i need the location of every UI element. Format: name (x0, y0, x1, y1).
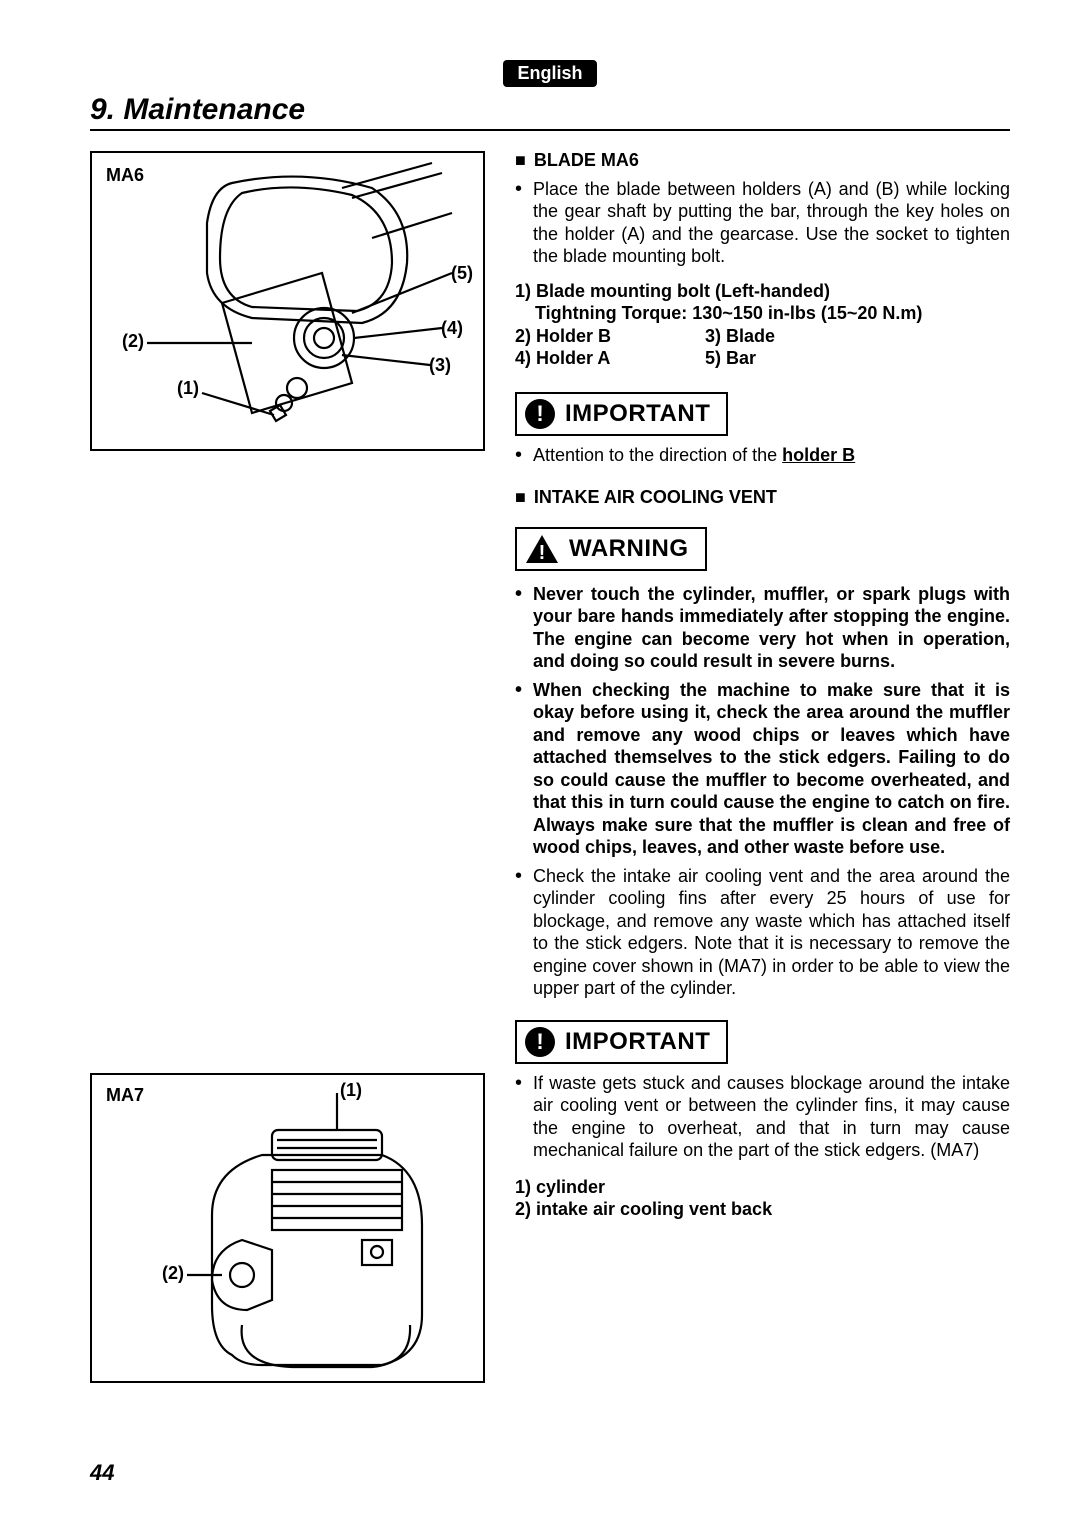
language-badge: English (503, 60, 596, 87)
ma6-callout-1: (1) (177, 378, 199, 399)
ma6-callout-3: (3) (429, 355, 451, 376)
label-intake-vent: 2) intake air cooling vent back (515, 1198, 1010, 1221)
part-1: 1) Blade mounting bolt (Left-handed) (515, 280, 1010, 303)
important-label-1: IMPORTANT (565, 399, 710, 429)
part-3b: 5) Bar (705, 347, 756, 370)
ma6-callout-2: (2) (122, 331, 144, 352)
warning-triangle-icon: ! (525, 534, 559, 564)
warning-label: WARNING (569, 534, 689, 564)
warn-2: When checking the machine to make sure t… (515, 679, 1010, 859)
part-3a: 4) Holder A (515, 347, 705, 370)
page-number: 44 (90, 1460, 114, 1486)
figure-ma6: MA6 (90, 151, 485, 451)
exclamation-icon: ! (525, 1027, 555, 1057)
blade-heading: BLADE MA6 (515, 149, 1010, 172)
figure-ma7: MA7 (90, 1073, 485, 1383)
intake-heading: INTAKE AIR COOLING VENT (515, 486, 1010, 509)
ma6-callout-4: (4) (441, 318, 463, 339)
warning-callout: ! WARNING (515, 527, 707, 571)
important-label-2: IMPORTANT (565, 1027, 710, 1057)
part-1b: Tightning Torque: 130~150 in-lbs (15~20 … (515, 302, 1010, 325)
blade-text: Place the blade between holders (A) and … (515, 178, 1010, 268)
labels-2: 1) cylinder 2) intake air cooling vent b… (515, 1176, 1010, 1221)
important-callout-1: ! IMPORTANT (515, 392, 728, 436)
figure-ma6-svg (92, 153, 487, 453)
warn-1: Never touch the cylinder, muffler, or sp… (515, 583, 1010, 673)
label-cylinder: 1) cylinder (515, 1176, 1010, 1199)
svg-text:!: ! (539, 542, 546, 564)
important-2-text: If waste gets stuck and causes blockage … (515, 1072, 1010, 1162)
ma7-callout-1: (1) (340, 1080, 362, 1101)
important-callout-2: ! IMPORTANT (515, 1020, 728, 1064)
part-2b: 3) Blade (705, 325, 775, 348)
figure-ma7-svg (92, 1075, 487, 1385)
ma7-callout-2: (2) (162, 1263, 184, 1284)
parts-list: 1) Blade mounting bolt (Left-handed) Tig… (515, 280, 1010, 370)
section-title: 9. Maintenance (90, 93, 1010, 131)
check-text: Check the intake air cooling vent and th… (515, 865, 1010, 1000)
exclamation-icon: ! (525, 399, 555, 429)
part-2a: 2) Holder B (515, 325, 705, 348)
important-1-text: Attention to the direction of the holder… (515, 444, 1010, 467)
ma6-callout-5: (5) (451, 263, 473, 284)
